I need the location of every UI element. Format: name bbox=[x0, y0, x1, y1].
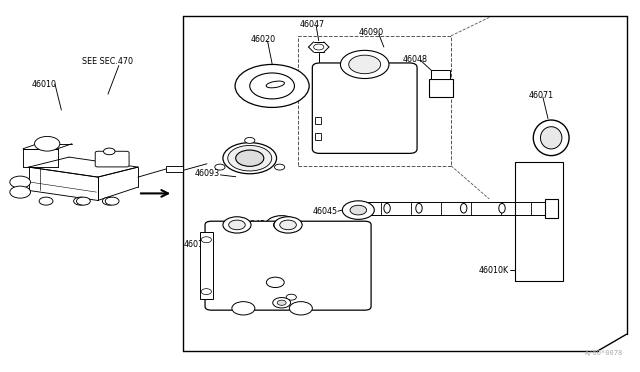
Bar bbox=[298, 36, 451, 166]
Ellipse shape bbox=[461, 203, 467, 213]
Text: 46093: 46093 bbox=[194, 169, 220, 177]
Text: SEE SEC.470: SEE SEC.470 bbox=[83, 57, 133, 66]
Circle shape bbox=[35, 137, 60, 151]
Circle shape bbox=[350, 205, 367, 215]
Circle shape bbox=[266, 216, 298, 234]
Circle shape bbox=[215, 164, 225, 170]
Text: 46071: 46071 bbox=[529, 91, 554, 100]
Text: 46010: 46010 bbox=[31, 80, 56, 89]
Circle shape bbox=[314, 44, 324, 50]
Text: 46070: 46070 bbox=[225, 281, 251, 290]
Ellipse shape bbox=[533, 120, 569, 155]
Bar bbox=[515, 162, 563, 280]
Circle shape bbox=[273, 298, 291, 308]
Text: 46010: 46010 bbox=[184, 240, 209, 249]
Circle shape bbox=[74, 197, 88, 205]
Circle shape bbox=[349, 55, 381, 74]
Ellipse shape bbox=[384, 203, 390, 213]
Bar bbox=[166, 166, 183, 172]
Text: 46070A: 46070A bbox=[225, 302, 256, 311]
Circle shape bbox=[289, 302, 312, 315]
Circle shape bbox=[250, 73, 294, 99]
Circle shape bbox=[223, 142, 276, 174]
Ellipse shape bbox=[540, 127, 562, 149]
Circle shape bbox=[102, 197, 116, 205]
FancyBboxPatch shape bbox=[312, 63, 417, 153]
Text: 46020: 46020 bbox=[251, 35, 276, 44]
Circle shape bbox=[275, 164, 285, 170]
Circle shape bbox=[228, 145, 272, 171]
Circle shape bbox=[223, 217, 251, 233]
Circle shape bbox=[10, 186, 31, 198]
Ellipse shape bbox=[416, 203, 422, 213]
FancyBboxPatch shape bbox=[205, 221, 371, 310]
Circle shape bbox=[342, 201, 374, 219]
Text: 46045: 46045 bbox=[240, 221, 266, 230]
Ellipse shape bbox=[266, 81, 284, 88]
Circle shape bbox=[340, 50, 389, 78]
Circle shape bbox=[77, 197, 90, 205]
Circle shape bbox=[235, 64, 309, 108]
Bar bbox=[315, 133, 321, 140]
Circle shape bbox=[201, 289, 211, 295]
Bar bbox=[315, 117, 321, 124]
Circle shape bbox=[244, 137, 255, 143]
Text: 46045: 46045 bbox=[312, 207, 337, 216]
Circle shape bbox=[236, 150, 264, 166]
Circle shape bbox=[232, 302, 255, 315]
Ellipse shape bbox=[499, 203, 505, 213]
Circle shape bbox=[286, 294, 296, 300]
Circle shape bbox=[273, 220, 290, 230]
Bar bbox=[431, 70, 451, 78]
Circle shape bbox=[104, 148, 115, 155]
Text: 46090: 46090 bbox=[358, 28, 383, 37]
Bar bbox=[545, 199, 557, 218]
Circle shape bbox=[201, 237, 211, 243]
Circle shape bbox=[39, 197, 53, 205]
Circle shape bbox=[277, 300, 286, 305]
Circle shape bbox=[274, 217, 302, 233]
Text: 46010K: 46010K bbox=[479, 266, 509, 275]
Circle shape bbox=[10, 176, 31, 188]
FancyBboxPatch shape bbox=[95, 151, 129, 167]
Bar bbox=[429, 78, 453, 97]
Circle shape bbox=[280, 220, 296, 230]
Circle shape bbox=[266, 277, 284, 288]
Circle shape bbox=[228, 220, 245, 230]
Circle shape bbox=[105, 197, 119, 205]
Text: 46047: 46047 bbox=[300, 20, 324, 29]
Bar bbox=[200, 232, 212, 299]
Text: A/60*0078: A/60*0078 bbox=[585, 350, 623, 356]
Text: 46048: 46048 bbox=[403, 55, 428, 64]
